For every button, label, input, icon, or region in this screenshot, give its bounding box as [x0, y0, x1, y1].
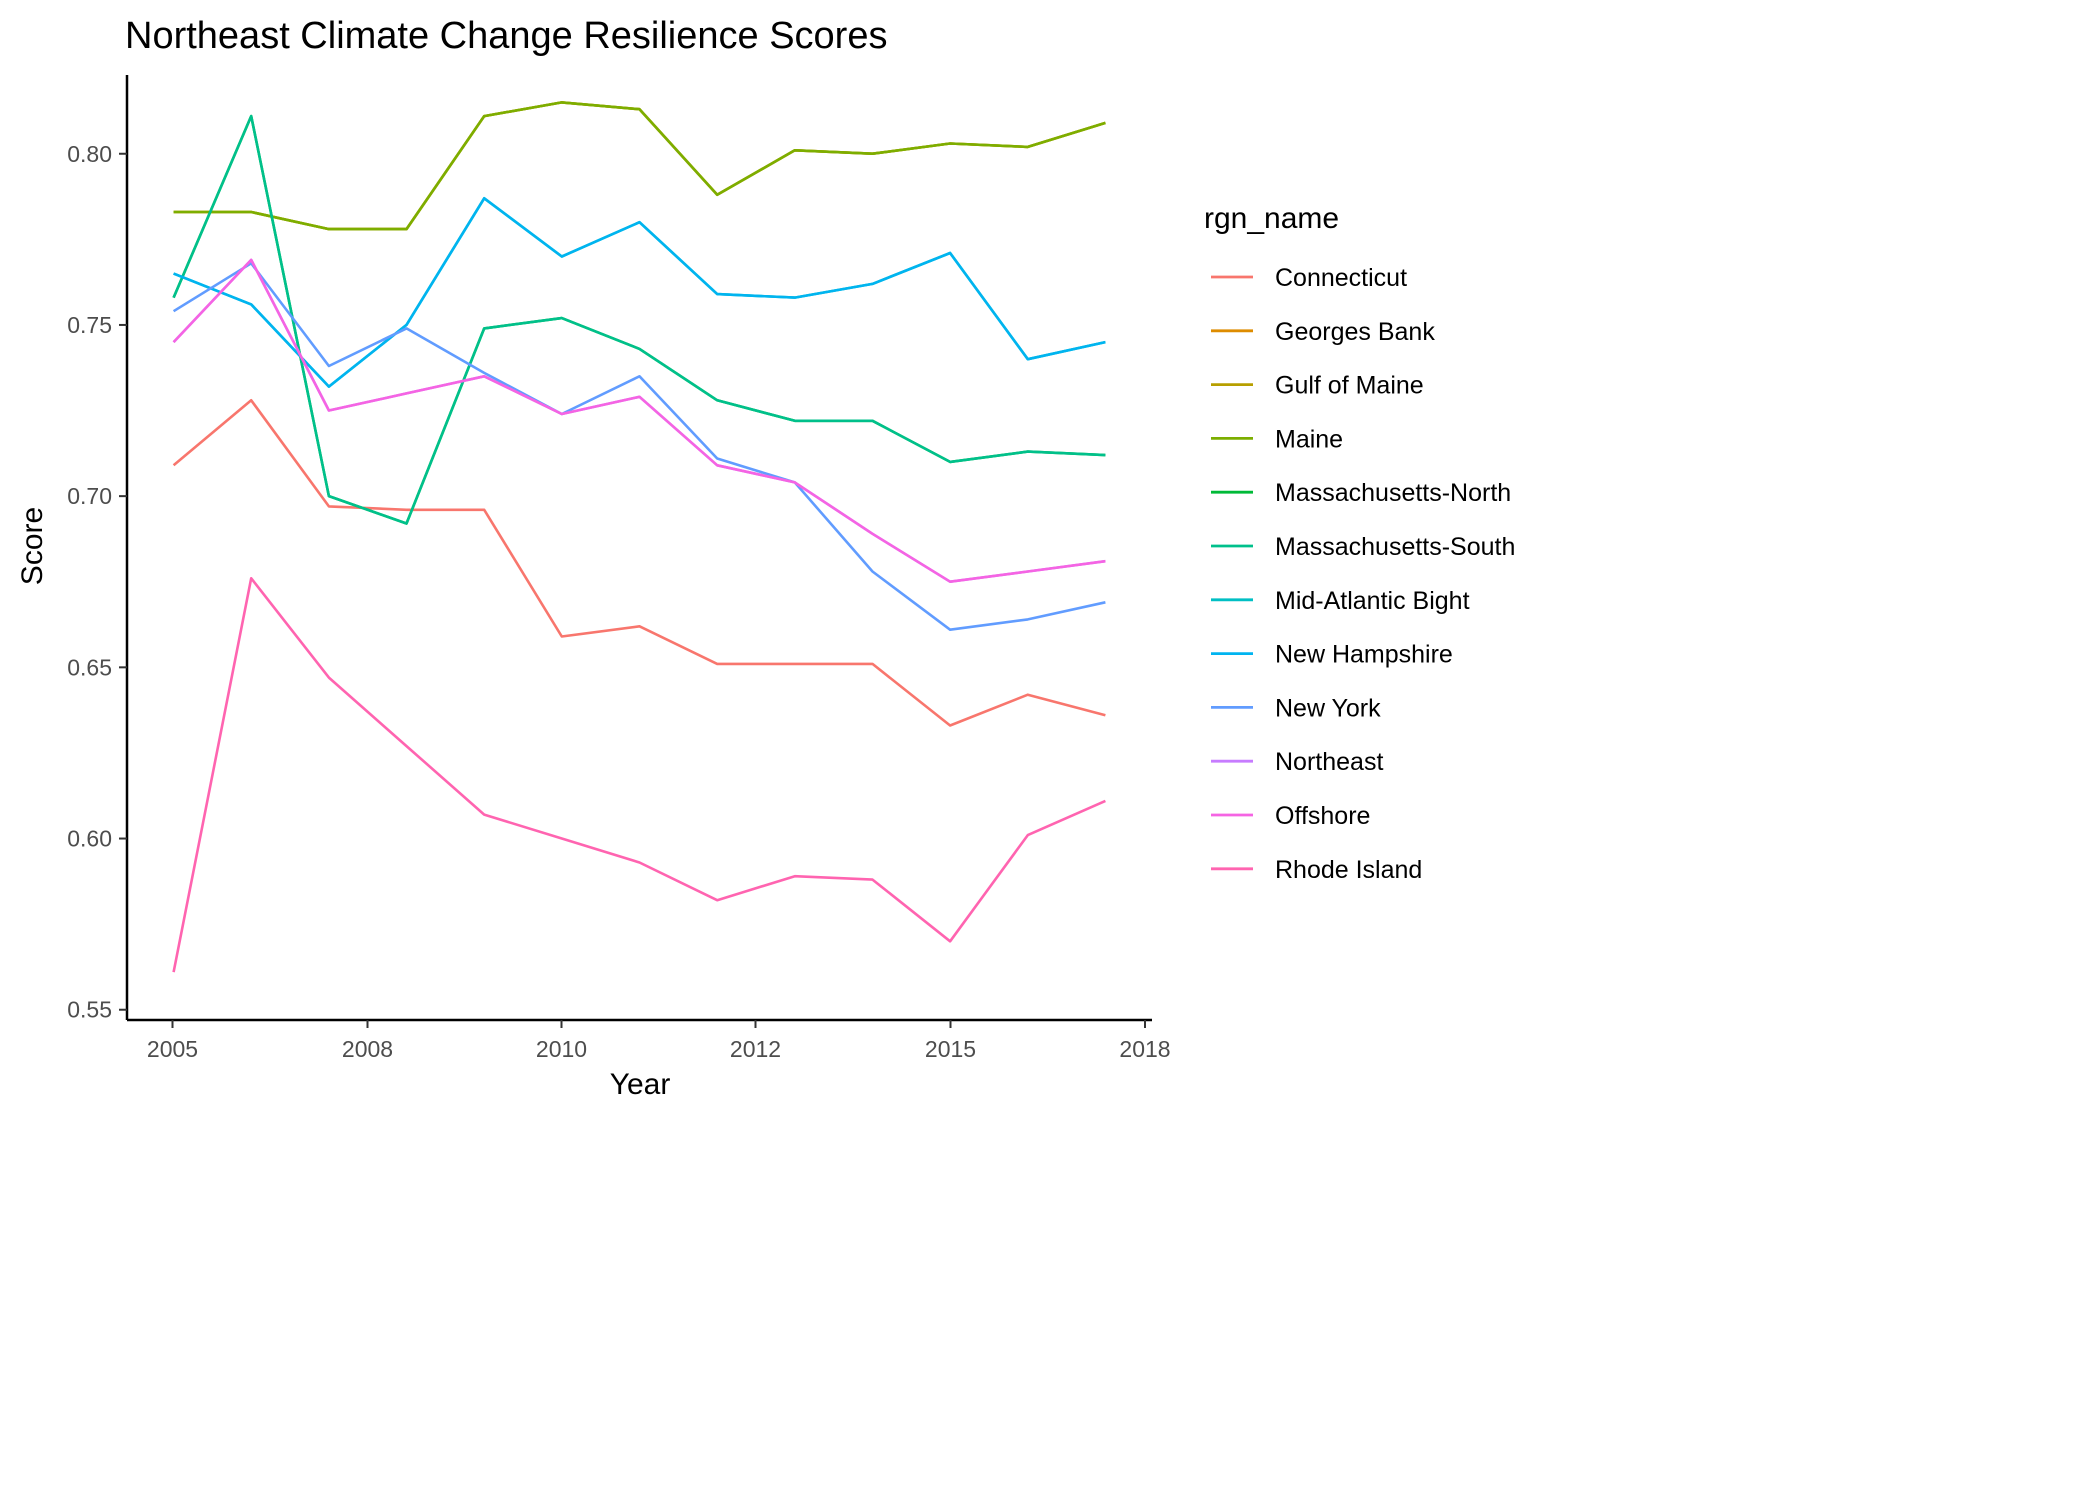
- legend-label-offshore: Offshore: [1275, 802, 1370, 830]
- y-tick-label: 0.60: [67, 826, 112, 852]
- x-tick-label: 2008: [342, 1036, 393, 1062]
- y-tick-label: 0.55: [67, 997, 112, 1023]
- legend-title: rgn_name: [1204, 202, 1339, 235]
- chart-container: Northeast Climate Change Resilience Scor…: [16, 15, 1515, 1101]
- series-line-massachusetts-south: [172, 114, 1106, 525]
- y-tick-label: 0.80: [67, 141, 112, 167]
- series-line-offshore: [172, 258, 1106, 584]
- y-tick-label: 0.75: [67, 312, 112, 338]
- legend-label-gulf-of-maine: Gulf of Maine: [1275, 372, 1424, 400]
- legend-label-massachusetts-north: Massachusetts-North: [1275, 479, 1511, 507]
- series-line-massachusetts-north: [172, 114, 1106, 525]
- legend-label-maine: Maine: [1275, 425, 1343, 453]
- legend-label-mid-atlantic-bight: Mid-Atlantic Bight: [1275, 587, 1470, 615]
- legend: rgn_name Connecticut Georges Bank Gulf of …: [1204, 202, 1515, 884]
- x-tick-label: 2015: [925, 1036, 976, 1062]
- series-line-rhode-island: [172, 576, 1106, 973]
- legend-label-northeast: Northeast: [1275, 748, 1383, 776]
- series-line-georges-bank: [173, 101, 1106, 231]
- legend-label-new-hampshire: New Hampshire: [1275, 641, 1453, 669]
- y-tick-label: 0.65: [67, 654, 112, 680]
- y-axis-title: Score: [16, 507, 49, 585]
- x-tick-label: 2018: [1119, 1036, 1170, 1062]
- series-line-new-hampshire: [173, 197, 1106, 388]
- x-axis-title: Year: [610, 1068, 671, 1101]
- legend-label-massachusetts-south: Massachusetts-South: [1275, 533, 1515, 561]
- legend-label-new-york: New York: [1275, 694, 1381, 722]
- legend-label-georges-bank: Georges Bank: [1275, 318, 1435, 346]
- x-tick-label: 2012: [730, 1036, 781, 1062]
- x-tick-label: 2010: [536, 1036, 587, 1062]
- y-tick-label: 0.70: [67, 483, 112, 509]
- legend-label-connecticut: Connecticut: [1275, 264, 1407, 292]
- legend-label-rhode-island: Rhode Island: [1275, 856, 1422, 884]
- x-tick-label: 2005: [147, 1036, 198, 1062]
- series-line-connecticut: [172, 398, 1106, 727]
- series-line-maine: [173, 101, 1106, 231]
- line-chart: Northeast Climate Change Resilience Scor…: [16, 15, 1515, 1101]
- chart-title: Northeast Climate Change Resilience Scor…: [125, 15, 887, 57]
- series-line-gulf-of-maine: [173, 101, 1106, 231]
- plot-series-group: [172, 101, 1106, 973]
- axes-group: 2005 2008 2010 2012 2015 2018 0.55 0.60 0.65 0.70…: [67, 75, 1171, 1062]
- series-line-new-york: [172, 261, 1106, 632]
